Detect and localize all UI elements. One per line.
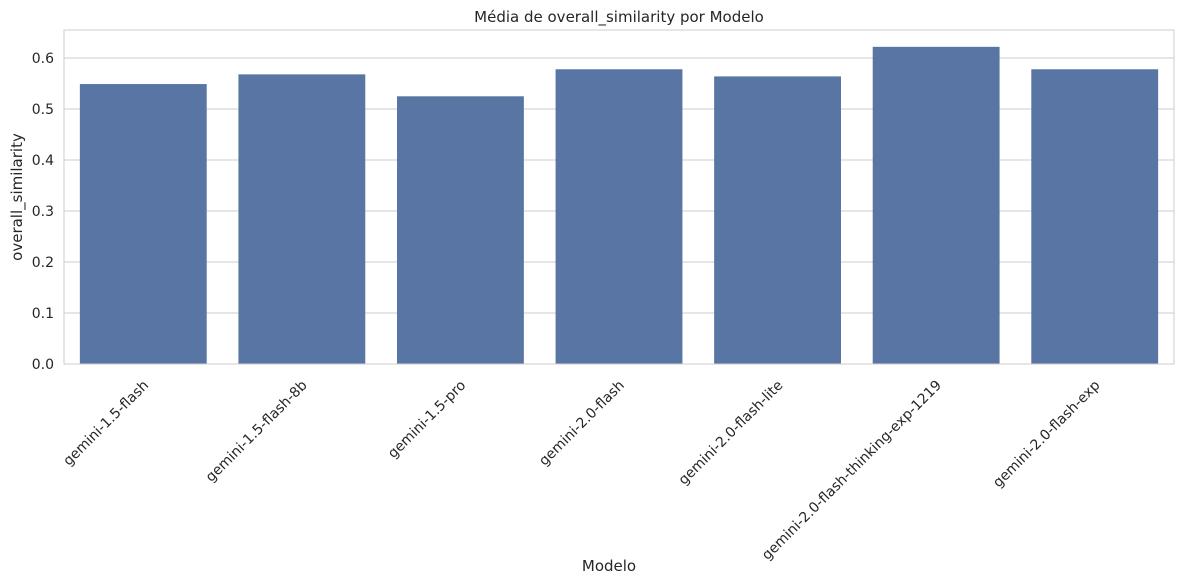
- x-tick-labels: gemini-1.5-flash gemini-1.5-flash-8b gemin…: [60, 377, 1103, 563]
- bar-gemini-1.5-flash: [79, 84, 207, 364]
- y-tick-label: 0.1: [32, 306, 54, 322]
- x-tick-label: gemini-2.0-flash-thinking-exp-1219: [759, 378, 945, 564]
- bar-gemini-2.0-flash: [555, 69, 683, 364]
- bar-gemini-1.5-pro: [397, 96, 524, 365]
- x-tick-label: gemini-1.5-pro: [385, 378, 469, 462]
- y-tick-label: 0.0: [32, 357, 54, 373]
- y-tick-label: 0.2: [32, 255, 54, 271]
- chart-title: Média de overall_similarity por Modelo: [474, 8, 764, 27]
- y-tick-labels: 0.0 0.1 0.2 0.3 0.4 0.5 0.6: [32, 51, 54, 373]
- bar-gemini-2.0-flash-lite: [714, 76, 841, 365]
- x-tick-label: gemini-2.0-flash-lite: [676, 378, 787, 489]
- x-tick-label: gemini-2.0-flash-exp: [990, 377, 1103, 490]
- x-tick-label: gemini-2.0-flash: [536, 378, 628, 470]
- y-tick-label: 0.3: [32, 204, 54, 220]
- plot-frame: [63, 29, 1175, 365]
- x-tick-label: gemini-1.5-flash: [60, 378, 152, 470]
- y-tick-label: 0.6: [32, 51, 54, 67]
- bar-gemini-1.5-flash-8b: [238, 74, 366, 365]
- bar-gemini-2.0-flash-thinking-exp-1219: [872, 46, 1000, 364]
- bars-layer: [79, 46, 1159, 365]
- y-tick-label: 0.5: [32, 102, 54, 118]
- y-tick-label: 0.4: [32, 153, 54, 169]
- bar-gemini-2.0-flash-exp: [1031, 69, 1159, 364]
- x-tick-label: gemini-1.5-flash-8b: [203, 377, 311, 485]
- y-axis-label: overall_similarity: [8, 133, 27, 261]
- x-axis-label: Modelo: [582, 557, 636, 575]
